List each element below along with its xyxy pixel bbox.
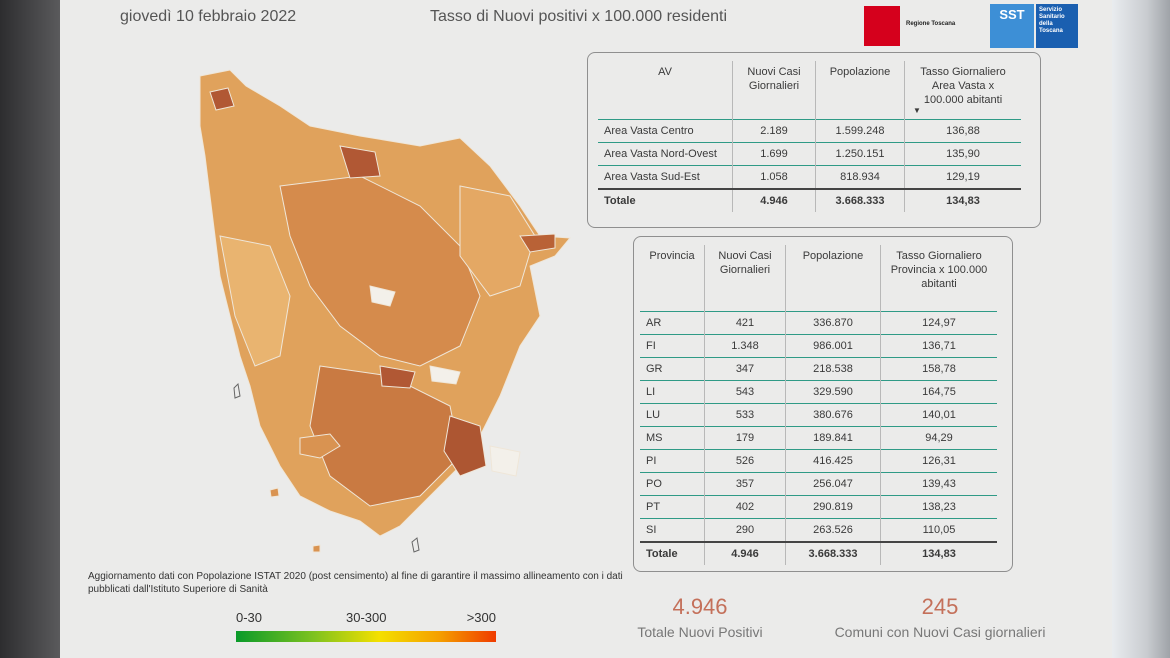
right-backdrop (1112, 0, 1170, 658)
map-hotspot (443, 415, 487, 477)
table-total-row: Totale 4.946 3.668.333 134,83 (640, 541, 997, 565)
map-region-coast (219, 235, 291, 367)
sst-logo: SST Servizio Sanitario della Toscana (990, 4, 1078, 48)
legend-label-mid: 30-300 (346, 610, 387, 625)
regione-toscana-logo: Regione Toscana (864, 6, 964, 46)
area-vasta-card: AV Nuovi Casi Giornalieri Popolazione Ta… (587, 52, 1041, 228)
map-blank-area (369, 285, 396, 307)
table-row: PI 526 416.425 126,31 (640, 449, 997, 473)
tuscany-municipalities-map (199, 69, 572, 553)
table-row: PT 402 290.819 138,23 (640, 495, 997, 519)
table-row: PO 357 256.047 139,43 (640, 472, 997, 496)
col-header-cases[interactable]: Nuovi Casi Giornalieri (704, 245, 786, 312)
report-date: giovedì 10 febbraio 2022 (120, 8, 297, 25)
table-row: Area Vasta Nord-Ovest 1.699 1.250.151 13… (598, 142, 1021, 166)
left-backdrop (0, 0, 60, 658)
col-header-rate[interactable]: Tasso Giornaliero Area Vasta x 100.000 a… (904, 61, 1021, 120)
col-header-population[interactable]: Popolazione (785, 245, 881, 312)
table-row: LU 533 380.676 140,01 (640, 403, 997, 427)
map-hotspot (379, 365, 416, 389)
kpi-total-new-positives: 4.946 Totale Nuovi Positivi (620, 594, 780, 640)
col-header-rate[interactable]: Tasso Giornaliero Provincia x 100.000 ab… (880, 245, 997, 312)
map-blank-area (489, 445, 521, 477)
area-vasta-table: AV Nuovi Casi Giornalieri Popolazione Ta… (598, 61, 1021, 212)
map-region-east (459, 185, 536, 297)
col-header-av[interactable]: AV (658, 66, 672, 78)
kpi-caption: Totale Nuovi Positivi (637, 624, 763, 640)
table-row: FI 1.348 986.001 136,71 (640, 334, 997, 358)
dashboard-panel: giovedì 10 febbraio 2022 Tasso di Nuovi … (60, 0, 1112, 658)
report-title: Tasso di Nuovi positivi x 100.000 reside… (430, 8, 728, 25)
map-island-montecristo (411, 537, 420, 553)
table-row: LI 543 329.590 164,75 (640, 380, 997, 404)
map-hotspot (209, 87, 235, 111)
table-row: SI 290 263.526 110,05 (640, 518, 997, 542)
col-header-population[interactable]: Popolazione (815, 61, 905, 120)
legend-label-high: >300 (466, 610, 496, 625)
map-hotspot (339, 145, 381, 179)
map-region-center (279, 175, 481, 367)
table-row: Area Vasta Centro 2.189 1.599.248 136,88 (598, 119, 1021, 143)
legend-gradient-bar (236, 631, 496, 642)
table-row: GR 347 218.538 158,78 (640, 357, 997, 381)
table-total-row: Totale 4.946 3.668.333 134,83 (598, 188, 1021, 212)
sst-emblem-icon: SST (990, 4, 1034, 48)
table-row: MS 179 189.841 94,29 (640, 426, 997, 450)
kpi-caption: Comuni con Nuovi Casi giornalieri (834, 624, 1046, 640)
color-legend: 0-30 30-300 >300 (236, 610, 496, 646)
col-header-province[interactable]: Provincia (649, 250, 695, 262)
kpi-municipalities-with-cases: 245 Comuni con Nuovi Casi giornalieri (820, 594, 1060, 640)
sort-desc-icon[interactable]: ▼ (913, 106, 921, 115)
data-source-note: Aggiornamento dati con Popolazione ISTAT… (88, 571, 623, 595)
kpi-value: 245 (921, 594, 959, 619)
province-card: Provincia Nuovi Casi Giornalieri Popolaz… (633, 236, 1013, 572)
col-header-cases[interactable]: Nuovi Casi Giornalieri (732, 61, 816, 120)
table-row: Area Vasta Sud-Est 1.058 818.934 129,19 (598, 165, 1021, 189)
province-table: Provincia Nuovi Casi Giornalieri Popolaz… (640, 245, 997, 565)
table-row: AR 421 336.870 124,97 (640, 311, 997, 335)
legend-label-low: 0-30 (236, 610, 263, 625)
map-hotspot (519, 233, 556, 253)
map-island-elba (299, 433, 341, 459)
map-blank-area (429, 365, 461, 385)
pegasus-emblem-icon (864, 6, 900, 46)
map-island-giglio (269, 487, 280, 498)
kpi-value: 4.946 (672, 594, 728, 619)
map-island-capraia (233, 382, 241, 399)
map-island-giannutri (312, 544, 321, 553)
